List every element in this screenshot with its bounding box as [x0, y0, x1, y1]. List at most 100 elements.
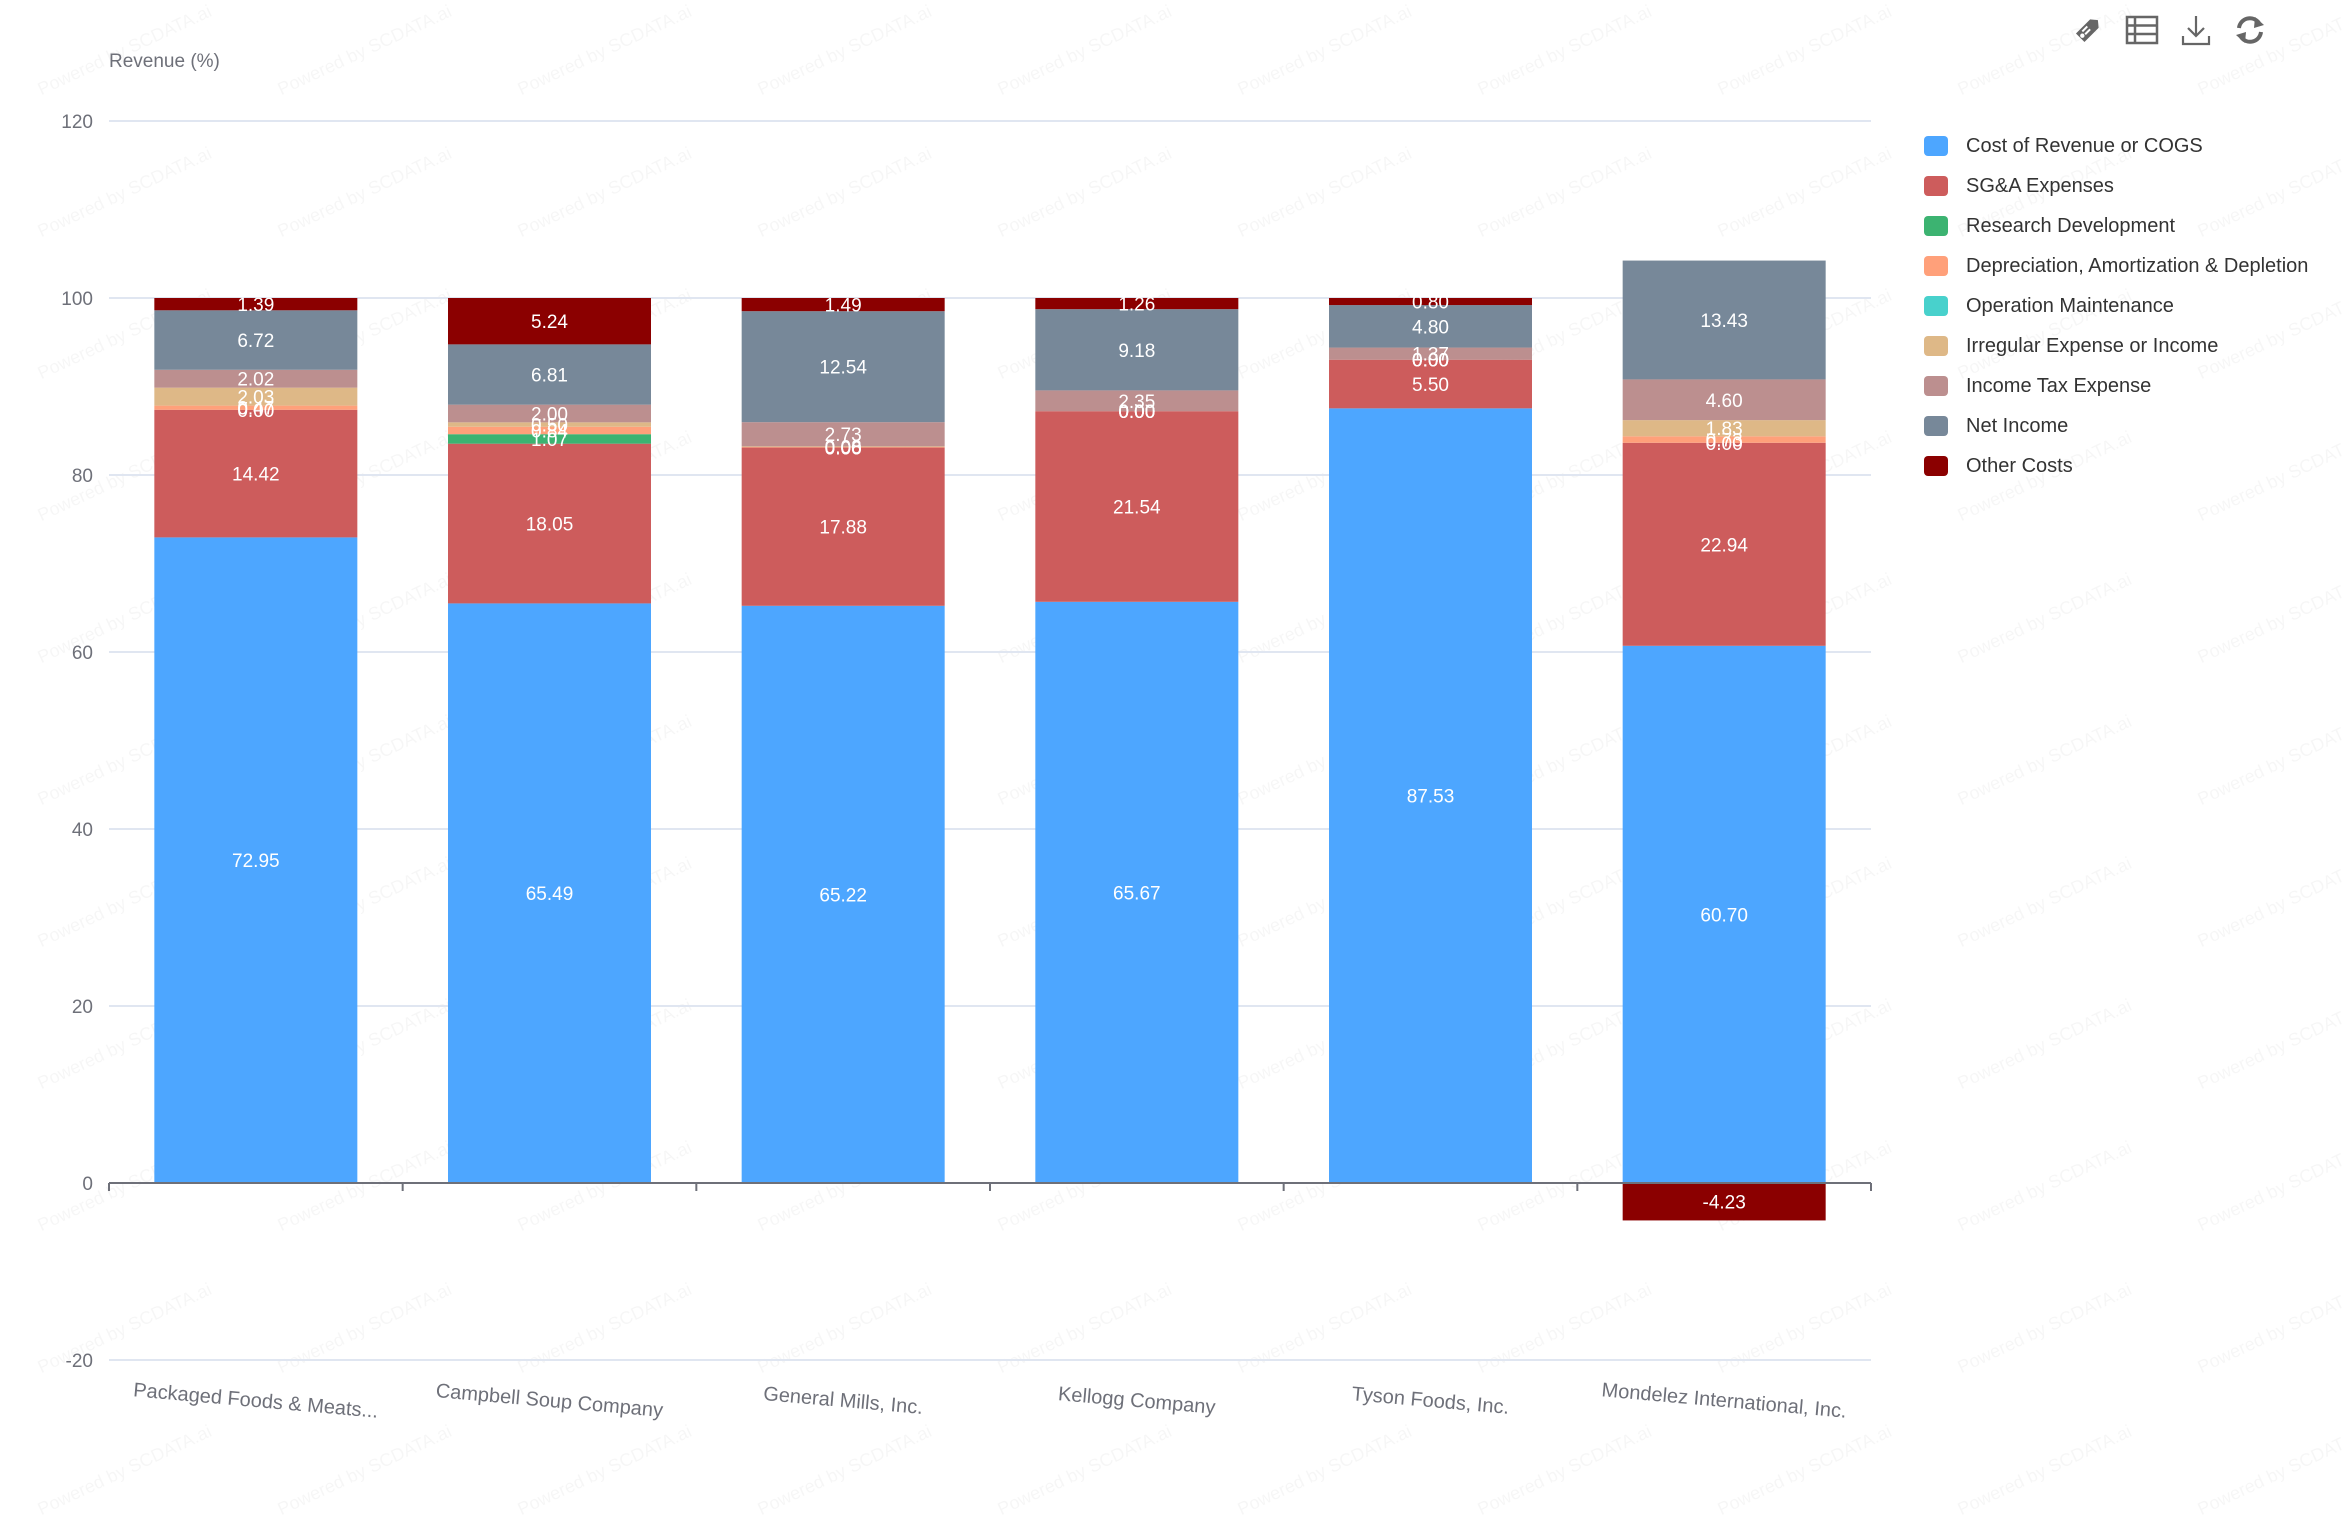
legend-item[interactable]: Net Income [1924, 406, 2308, 446]
data-label: 2.00 [531, 404, 568, 425]
bar-segment[interactable] [1622, 436, 1826, 443]
bar-segment[interactable] [448, 603, 651, 1183]
y-axis: -20 0 20 40 60 80 100 120 [61, 112, 93, 1372]
bar-segment[interactable] [1035, 601, 1239, 1183]
data-label: 0.00 [237, 401, 274, 422]
data-label: 0.73 [1706, 431, 1743, 452]
bar-segment[interactable] [448, 443, 651, 604]
bar-segment[interactable] [1622, 420, 1826, 437]
download-button[interactable] [2178, 10, 2214, 50]
data-label: 4.60 [1706, 391, 1743, 412]
legend-item[interactable]: Income Tax Expense [1924, 366, 2308, 406]
data-label: 1.26 [1118, 295, 1155, 316]
data-label: 1.39 [237, 295, 274, 316]
bar-segment[interactable] [741, 446, 945, 448]
bar-segment[interactable] [1622, 379, 1826, 421]
bar-segment[interactable] [154, 409, 358, 538]
tag-button[interactable] [2070, 10, 2106, 50]
legend-label: Depreciation, Amortization & Depletion [1966, 254, 2309, 277]
data-label: 6.72 [237, 331, 274, 352]
legend-item[interactable]: Research Development [1924, 206, 2308, 246]
data-label: 0.50 [531, 416, 568, 437]
refresh-button[interactable] [2232, 10, 2268, 50]
bar-segment[interactable] [448, 404, 651, 423]
bar-segment[interactable] [741, 422, 945, 447]
legend-label: Income Tax Expense [1966, 374, 2152, 397]
bar-segment[interactable] [448, 426, 651, 435]
legend-item[interactable]: Other Costs [1924, 446, 2308, 486]
bars [154, 260, 1826, 1221]
data-label: 6.81 [531, 366, 568, 387]
bar-segment[interactable] [1622, 645, 1826, 1183]
legend-swatch [1924, 416, 1948, 436]
bar-segment[interactable] [1329, 298, 1532, 306]
legend-swatch [1924, 336, 1948, 356]
legend-label: Cost of Revenue or COGS [1966, 134, 2203, 157]
bar-segment[interactable] [448, 422, 651, 427]
bar-segment[interactable] [1329, 347, 1532, 360]
chart-legend: Cost of Revenue or COGS SG&A Expenses Rese… [1924, 126, 2308, 486]
bar-segment[interactable] [1622, 1183, 1826, 1221]
bar-segment[interactable] [154, 310, 358, 370]
legend-swatch [1924, 176, 1948, 196]
bar-segment[interactable] [448, 298, 651, 345]
data-label: 65.67 [1113, 883, 1161, 904]
bar-segment[interactable] [154, 298, 358, 311]
data-label: 1.83 [1706, 419, 1743, 440]
legend-label: Net Income [1966, 414, 2069, 437]
bar-segment[interactable] [154, 537, 358, 1183]
legend-item[interactable]: Depreciation, Amortization & Depletion [1924, 246, 2308, 286]
bar-segment[interactable] [1622, 260, 1826, 380]
data-label: 1.49 [825, 296, 862, 317]
x-category-label: Tyson Foods, Inc. [1351, 1383, 1510, 1419]
bar-segment[interactable] [741, 605, 945, 1183]
legend-item[interactable]: Irregular Expense or Income [1924, 326, 2308, 366]
data-label: 65.49 [526, 884, 574, 905]
data-label: 0.08 [825, 438, 862, 459]
bar-segment[interactable] [1035, 390, 1239, 412]
data-label: 72.95 [232, 851, 280, 872]
legend-label: Other Costs [1966, 454, 2073, 477]
data-view-button[interactable] [2124, 10, 2160, 50]
bar-segment[interactable] [1035, 309, 1239, 391]
bar-segment[interactable] [1035, 411, 1239, 602]
y-tick-label: 100 [61, 289, 93, 310]
bar-segment[interactable] [448, 434, 651, 444]
bar-segment[interactable] [448, 344, 651, 405]
bar-segment[interactable] [154, 387, 358, 406]
bar-segment[interactable] [741, 298, 945, 312]
data-label: 0.00 [1118, 402, 1155, 423]
legend-item[interactable]: SG&A Expenses [1924, 166, 2308, 206]
legend-item[interactable]: Cost of Revenue or COGS [1924, 126, 2308, 166]
bar-segment[interactable] [1329, 359, 1532, 409]
y-tick-label: -20 [66, 1351, 93, 1372]
data-label: 0.47 [237, 399, 274, 420]
y-axis-title: Revenue (%) [109, 51, 220, 72]
bar-segment[interactable] [154, 405, 358, 410]
legend-label: Irregular Expense or Income [1966, 334, 2219, 357]
data-label: 5.24 [531, 312, 568, 333]
data-label: 1.37 [1412, 345, 1449, 366]
bar-segment[interactable] [1329, 305, 1532, 348]
bar-segment[interactable] [1622, 442, 1826, 646]
data-label: 60.70 [1700, 905, 1748, 926]
data-label: 0.80 [1412, 293, 1449, 314]
bar-segment[interactable] [154, 369, 358, 388]
chart-toolbar [2070, 10, 2268, 50]
bar-segment[interactable] [741, 447, 945, 606]
legend-label: SG&A Expenses [1966, 174, 2114, 197]
bar-segment[interactable] [741, 447, 945, 448]
data-label: 0.00 [1118, 402, 1155, 423]
bar-segment[interactable] [1329, 408, 1532, 1183]
legend-swatch [1924, 216, 1948, 236]
y-tick-label: 120 [61, 112, 93, 133]
legend-item[interactable]: Operation Maintenance [1924, 286, 2308, 326]
data-label: 0.00 [825, 439, 862, 460]
data-label: 65.22 [819, 885, 867, 906]
y-tick-label: 60 [72, 643, 93, 664]
bar-segment[interactable] [1035, 298, 1239, 310]
data-label: 0.00 [1412, 351, 1449, 372]
bar-segment[interactable] [741, 311, 945, 423]
x-category-label: Kellogg Company [1057, 1383, 1216, 1419]
